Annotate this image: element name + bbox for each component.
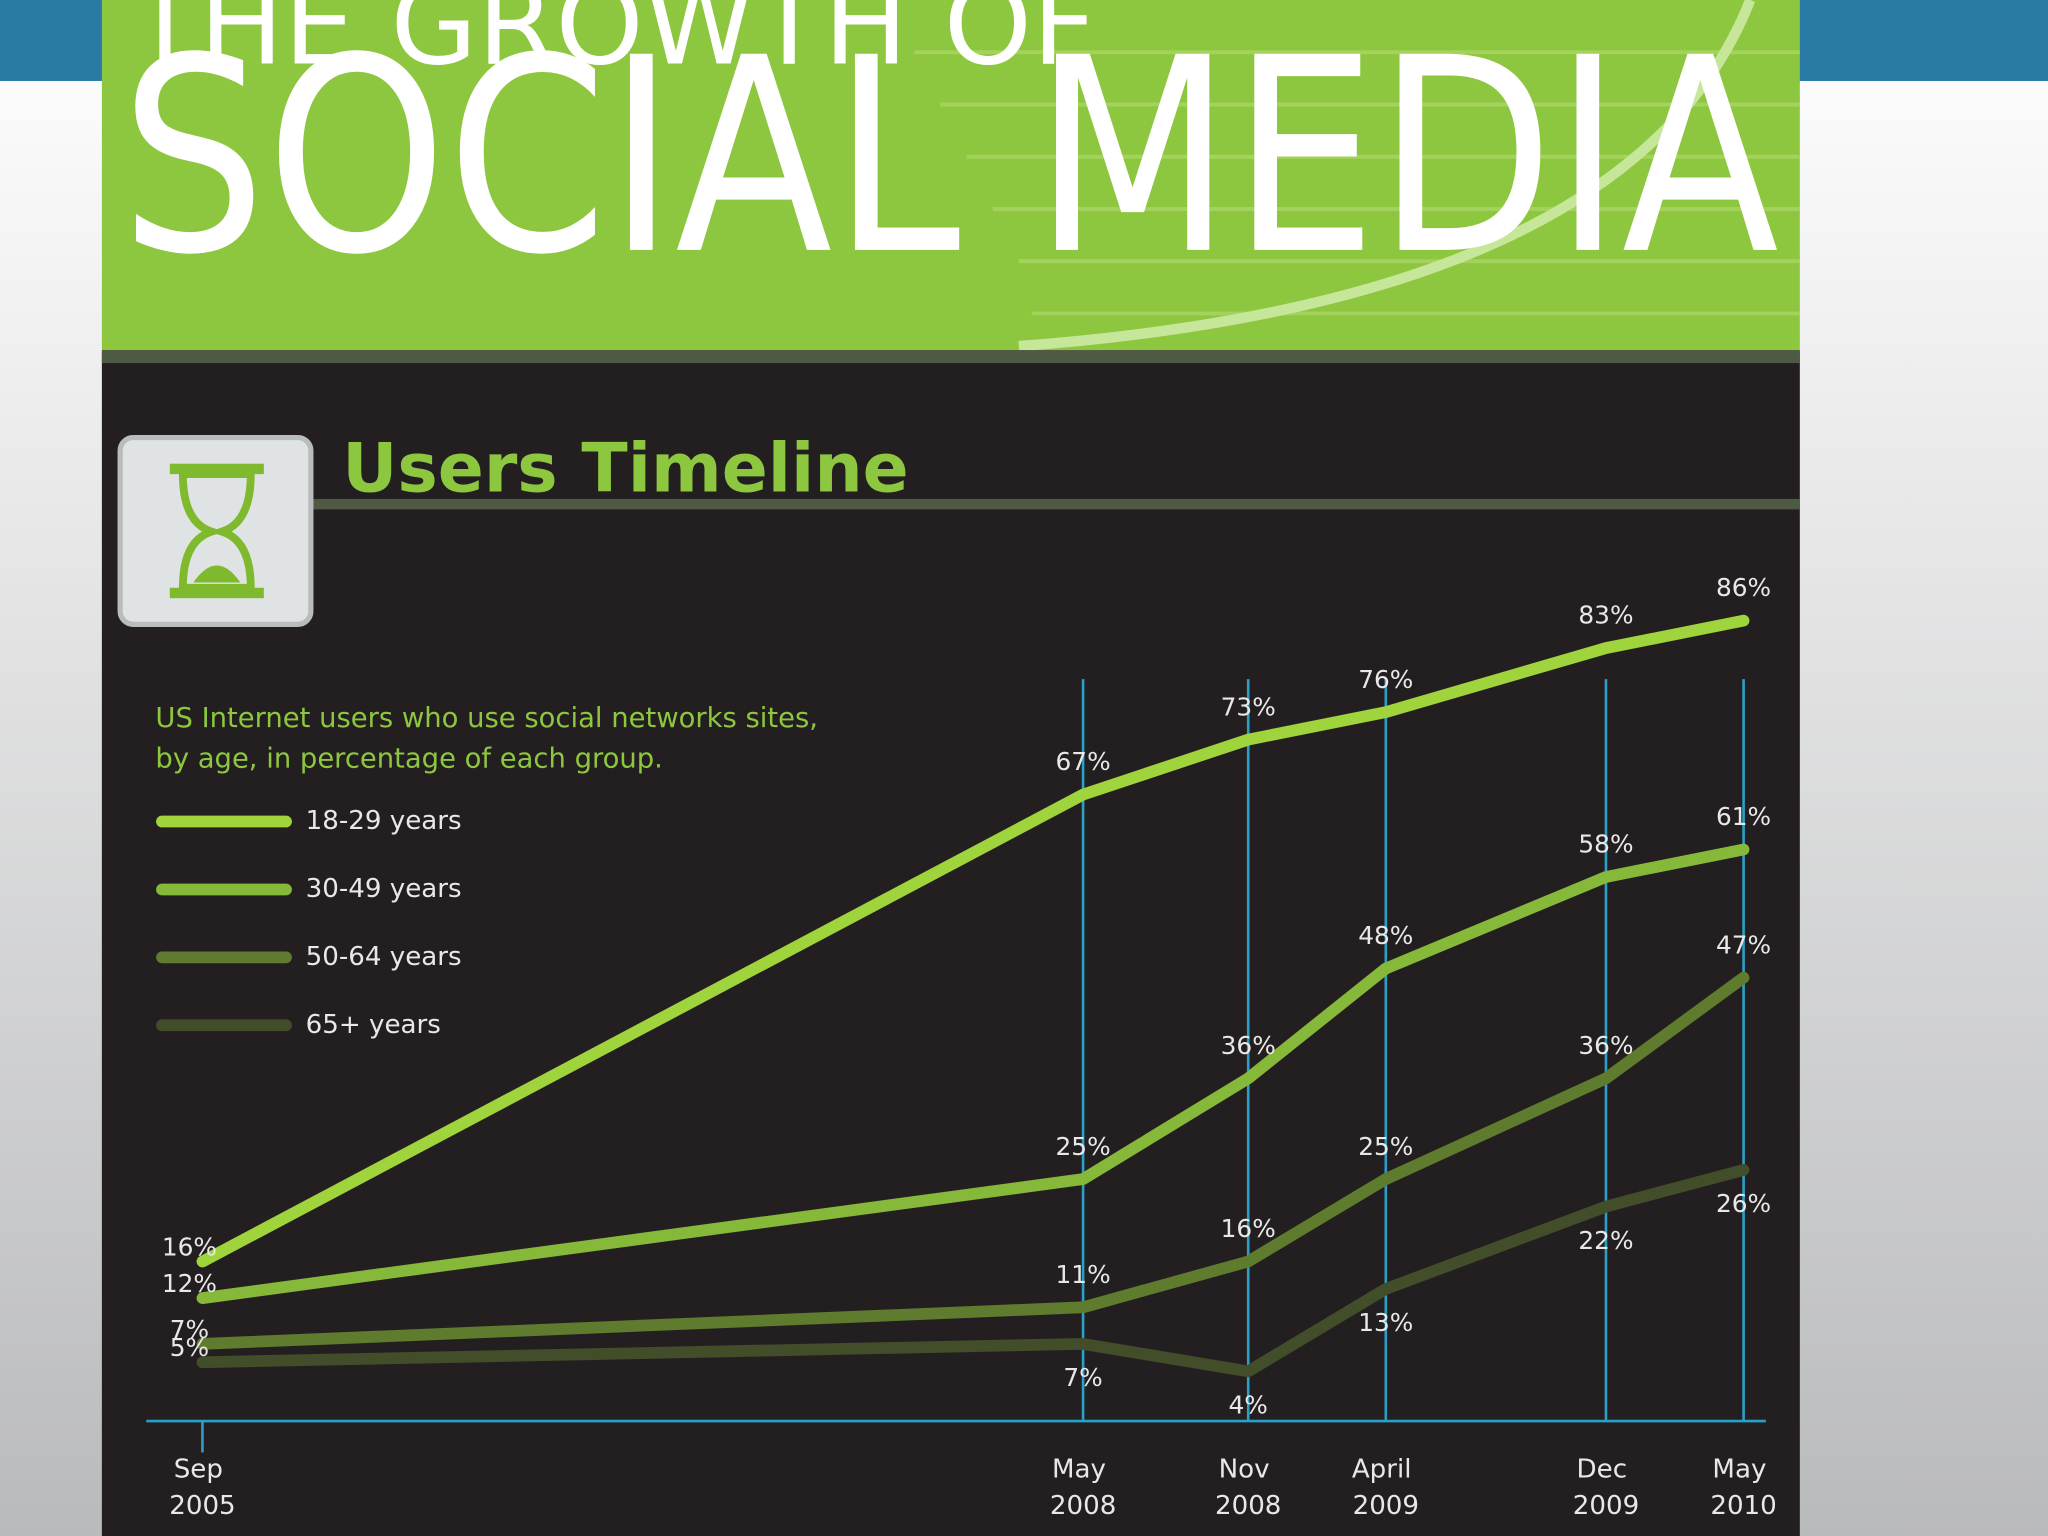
legend-label: 65+ years <box>306 1010 441 1040</box>
value-label: 7% <box>1063 1363 1102 1392</box>
value-label: 22% <box>1578 1226 1633 1255</box>
x-tick-label: Dec 2009 <box>1573 1454 1639 1521</box>
value-label: 73% <box>1221 692 1276 721</box>
value-label: 11% <box>1056 1260 1111 1289</box>
title-main: SOCIAL MEDIA <box>120 1 1780 314</box>
series-line <box>196 614 1750 1268</box>
x-tick-label: April 2009 <box>1352 1454 1420 1521</box>
chart-subtitle: by age, in percentage of each group. <box>155 744 662 775</box>
title-top: THE GROWTH OF <box>130 0 1097 90</box>
value-label: 61% <box>1716 802 1771 831</box>
value-label: 7% <box>170 1315 209 1344</box>
value-label: 48% <box>1358 921 1413 950</box>
value-label: 12% <box>162 1269 217 1298</box>
legend-label: 30-49 years <box>306 874 462 904</box>
value-label: 36% <box>1221 1031 1276 1060</box>
value-label: 86% <box>1716 573 1771 602</box>
series-line <box>196 1164 1750 1378</box>
value-label: 16% <box>162 1232 217 1261</box>
series-line <box>196 971 1750 1350</box>
chart-subtitle: US Internet users who use social network… <box>155 703 818 734</box>
x-tick-label: Nov 2008 <box>1215 1454 1281 1521</box>
series-line <box>196 843 1750 1305</box>
value-label: 25% <box>1358 1132 1413 1161</box>
x-tick-label: May 2008 <box>1050 1454 1116 1521</box>
value-label: 36% <box>1578 1031 1633 1060</box>
value-label: 47% <box>1716 930 1771 959</box>
value-label: 16% <box>1221 1214 1276 1243</box>
header-band <box>101 0 1800 353</box>
legend-label: 50-64 years <box>306 942 462 972</box>
x-tick-label: May 2010 <box>1710 1454 1776 1521</box>
value-label: 25% <box>1056 1132 1111 1161</box>
hourglass-icon <box>117 434 314 627</box>
value-label: 26% <box>1716 1189 1771 1218</box>
value-label: 13% <box>1358 1308 1413 1337</box>
x-tick-label: Sep 2005 <box>169 1454 235 1521</box>
value-label: 83% <box>1578 601 1633 630</box>
legend-label: 18-29 years <box>306 806 462 836</box>
value-label: 5% <box>170 1333 209 1362</box>
value-label: 58% <box>1578 830 1633 859</box>
chart-title: Users Timeline <box>342 429 909 508</box>
value-label: 76% <box>1358 665 1413 694</box>
title-rule <box>310 498 1800 510</box>
value-label: 4% <box>1229 1391 1268 1420</box>
header-deco <box>914 0 1800 352</box>
header-rule <box>101 350 1800 364</box>
value-label: 67% <box>1056 747 1111 776</box>
